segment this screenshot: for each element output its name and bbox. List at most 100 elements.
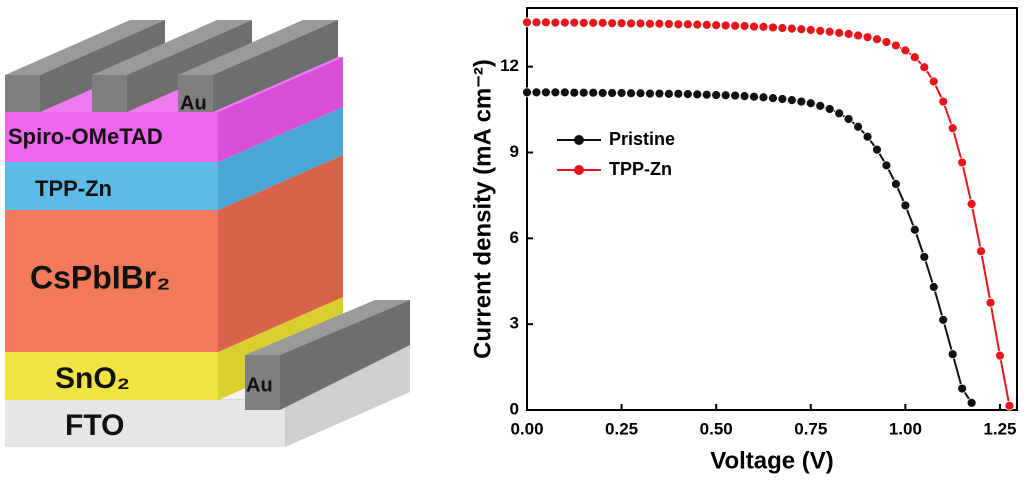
x-tick-label: 0.00 [510,419,543,438]
data-point [654,18,665,29]
legend-label: Pristine [609,129,675,149]
data-point [862,32,873,43]
data-point [522,87,532,98]
data-point [909,224,920,235]
data-point [777,94,788,104]
data-point [673,19,684,30]
spiro-front [5,112,218,162]
data-point [559,87,570,98]
plot-frame [526,7,1018,411]
data-point [749,21,759,32]
data-point [919,62,930,73]
data-point [663,88,674,99]
y-tick-label: 0 [510,399,519,418]
data-point [749,91,759,102]
device-schematic: Au Spiro-OMeTAD TPP-Zn CsPbIBr₂ SnO₂ FTO… [4,20,411,447]
layer-label: Au [180,92,207,114]
data-point [796,24,807,35]
data-point [597,88,608,98]
data-point [692,19,703,30]
legend-marker [574,165,584,175]
data-point [739,21,750,31]
tppzn-side [218,107,343,210]
layer-label: CsPbIBr₂ [30,259,170,295]
data-point [720,20,731,31]
data-point [853,121,863,132]
data-point [550,87,561,98]
data-point [957,383,968,394]
data-point [909,52,920,63]
x-tick-label: 0.75 [794,419,827,438]
data-point [768,93,778,104]
data-point [559,17,570,28]
layer-label: FTO [65,409,124,442]
data-point [995,350,1005,361]
data-point [682,19,693,30]
data-point [928,76,939,87]
data-point [900,45,911,56]
data-point [881,160,892,171]
data-point [900,200,911,211]
data-point [843,29,854,39]
data-point [569,87,580,98]
data-point [701,19,712,30]
data-point [843,114,854,124]
legend-label: TPP-Zn [609,159,672,179]
data-point [607,88,618,98]
perovskite-side [218,155,343,352]
data-point [711,90,722,100]
data-point [834,108,845,119]
data-point [701,89,712,100]
data-point [531,87,542,98]
data-point [1004,400,1015,411]
data-point [541,87,551,98]
fto-front [5,400,285,447]
data-point [966,199,977,209]
layer-label: SnO₂ [55,362,130,395]
data-point [976,246,986,257]
data-point [720,90,731,101]
data-point [824,104,835,114]
x-tick-label: 0.25 [605,419,638,438]
y-axis-label: Current density (mA cm⁻²) [469,59,496,359]
fto-side [285,345,410,447]
data-point [654,88,665,99]
y-tick-label: 9 [510,142,519,161]
y-tick-label: 6 [510,228,519,247]
x-tick-label: 1.25 [983,419,1016,438]
x-tick-label: 1.00 [889,419,922,438]
data-point [616,18,627,29]
data-point [938,314,949,325]
tppzn-front [5,162,218,210]
data-point [550,17,561,28]
data-point [682,89,693,100]
data-point [777,23,788,33]
data-point [663,19,674,29]
data-point [578,17,589,28]
data-point [815,100,826,111]
legend-marker [574,135,584,145]
data-point [541,17,551,28]
data-point [607,18,618,29]
x-tick-label: 0.50 [700,419,733,438]
y-tick-label: 12 [500,56,519,75]
data-point [853,30,863,41]
layer-label: Spiro-OMeTAD [8,124,163,149]
data-point [947,123,958,134]
data-point [588,17,599,28]
data-point [824,26,835,37]
data-point [805,25,816,35]
layer-label: Au [246,374,273,396]
data-point [645,18,655,29]
data-point [834,27,845,38]
spiro-side [218,57,343,162]
perovskite-front [5,210,218,352]
data-point [786,23,797,34]
data-point [938,96,949,107]
data-point [626,18,636,29]
x-axis-label: Voltage (V) [710,447,834,474]
data-point [673,88,684,99]
data-point [626,88,636,99]
data-point [862,131,873,142]
